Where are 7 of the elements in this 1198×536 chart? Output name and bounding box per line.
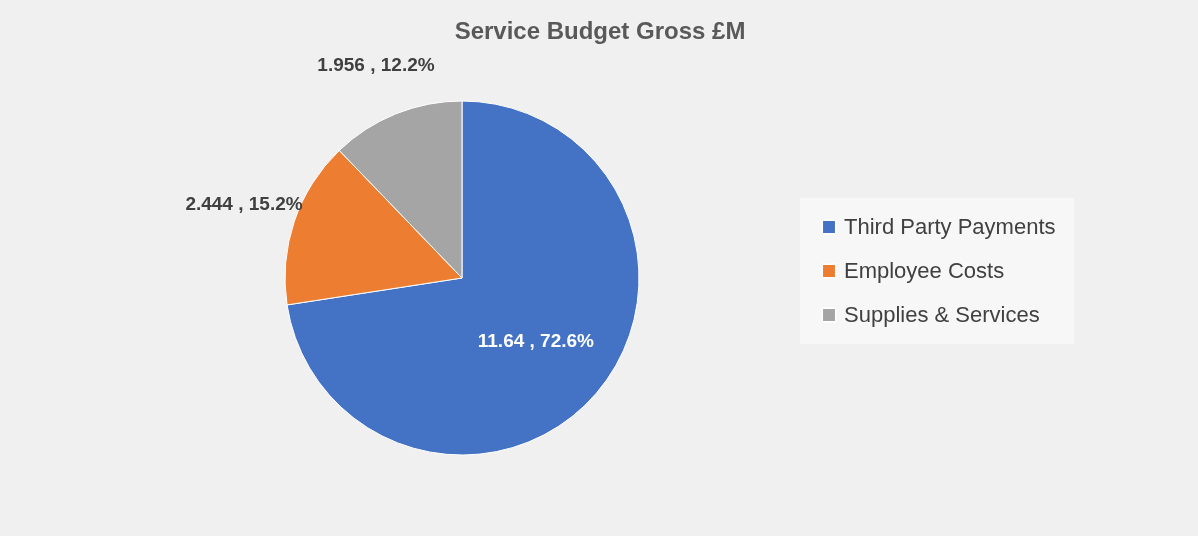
- legend-label: Employee Costs: [844, 258, 1005, 283]
- data-label: 1.956 , 12.2%: [317, 53, 435, 75]
- legend-label: Third Party Payments: [844, 214, 1056, 239]
- data-label: 11.64 , 72.6%: [477, 330, 595, 352]
- chart-title: Service Budget Gross £M: [454, 17, 746, 44]
- data-label: 2.444 , 15.2%: [185, 193, 303, 215]
- legend-label: Supplies & Services: [844, 302, 1040, 327]
